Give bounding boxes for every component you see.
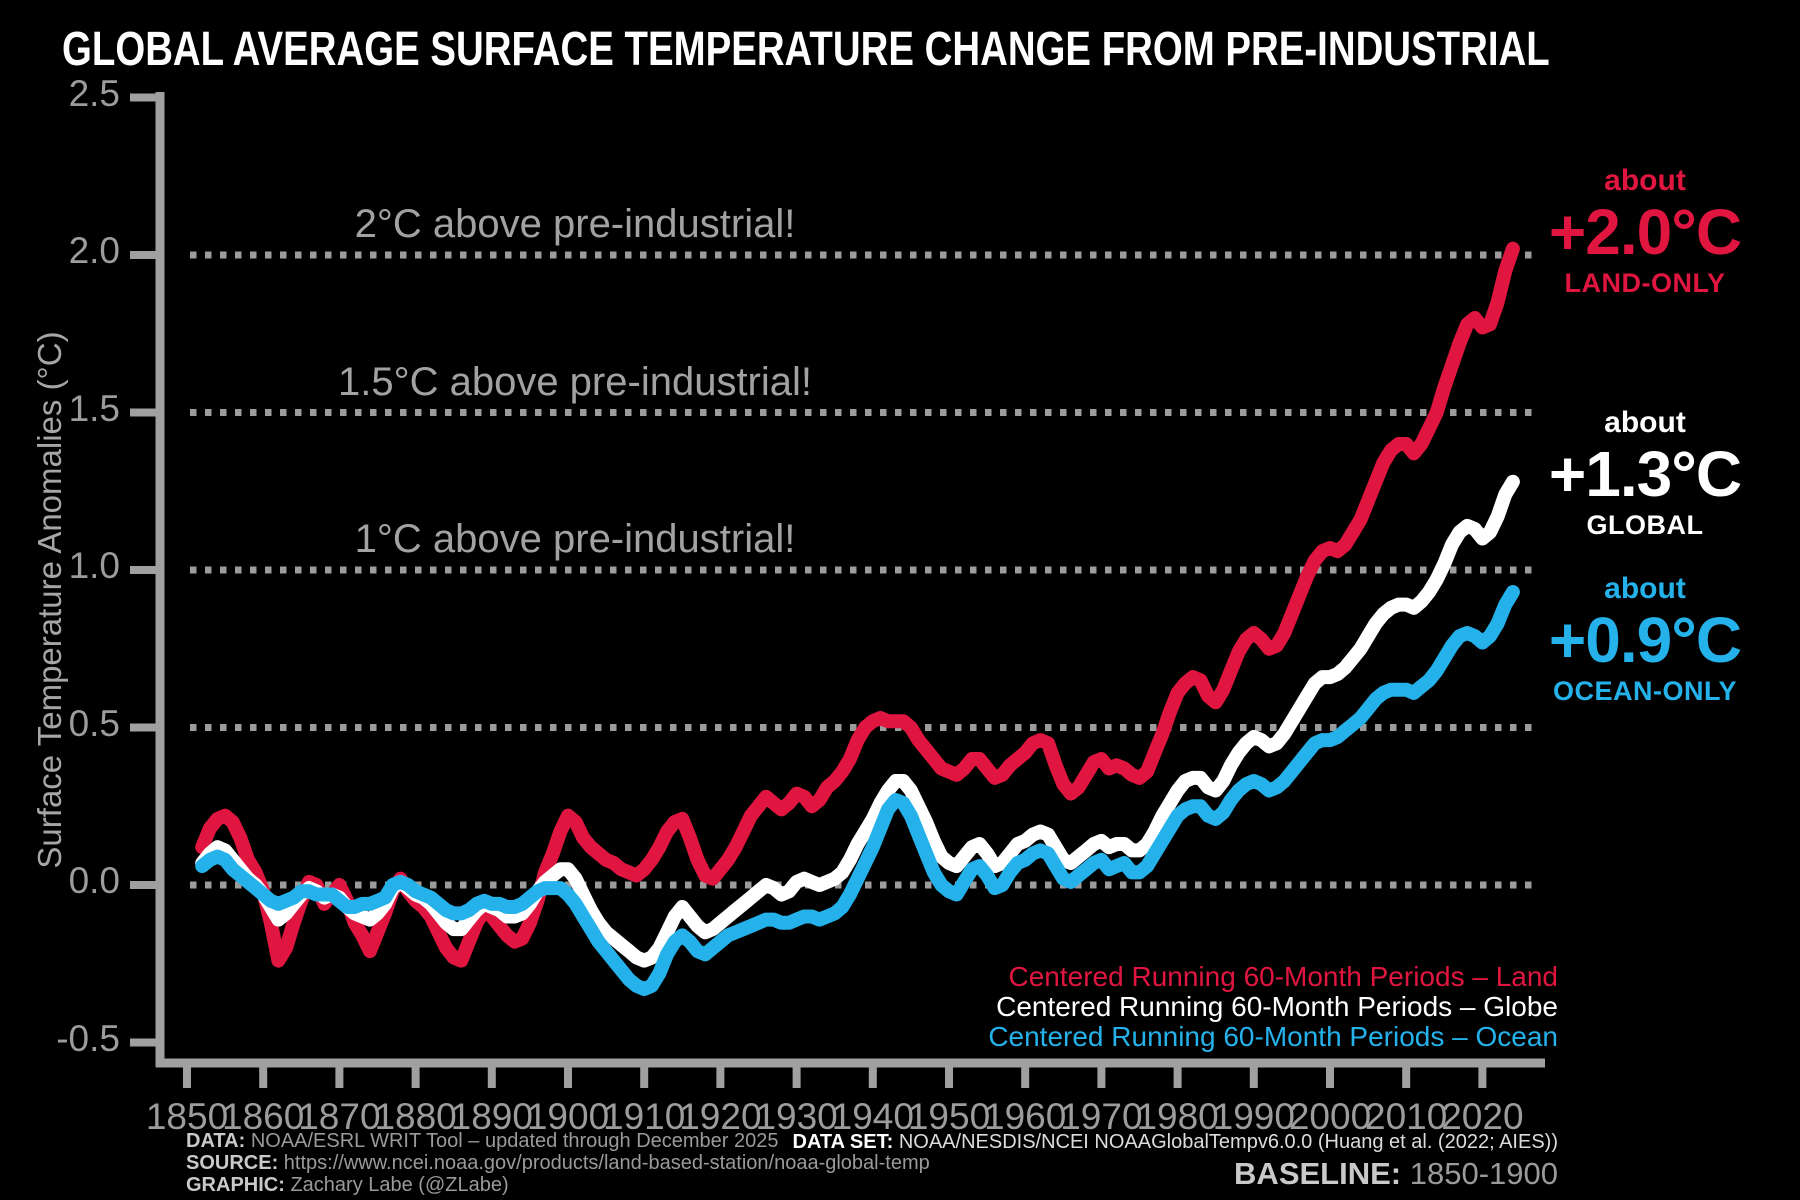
x-tick-label: 1980: [1136, 1096, 1219, 1137]
x-tick-label: 1910: [603, 1096, 686, 1137]
callout-land: about +2.0°C LAND-ONLY: [1510, 166, 1780, 297]
footer-graphic-line: GRAPHIC: Zachary Labe (@ZLabe): [186, 1174, 930, 1196]
callout-land-label: LAND-ONLY: [1564, 268, 1726, 298]
legend: Centered Running 60-Month Periods – Land…: [988, 962, 1558, 1052]
threshold-label-2c: 2°C above pre-industrial!: [354, 202, 796, 246]
x-tick-label: 1950: [907, 1096, 991, 1137]
footer-dataset-line: DATA SET: NOAA/NESDIS/NCEI NOAAGlobalTem…: [793, 1131, 1558, 1154]
footer-graphic-text: Zachary Labe (@ZLabe): [290, 1174, 509, 1196]
x-tick-label: 1880: [374, 1096, 457, 1137]
threshold-label-1c: 1°C above pre-industrial!: [354, 517, 796, 561]
callout-globe-about: about: [1604, 406, 1686, 439]
x-tick-label: 1990: [1212, 1096, 1295, 1137]
callout-ocean-label: OCEAN-ONLY: [1552, 676, 1738, 706]
callout-globe: about +1.3°C GLOBAL: [1510, 408, 1780, 539]
page-title: GLOBAL AVERAGE SURFACE TEMPERATURE CHANG…: [62, 23, 1550, 76]
callout-ocean: about +0.9°C OCEAN-ONLY: [1510, 574, 1780, 705]
x-tick-label: 2000: [1288, 1096, 1372, 1137]
x-tick-label: 1890: [450, 1096, 533, 1137]
footer-data-label: DATA:: [186, 1130, 246, 1152]
footer-credits: DATA: NOAA/ESRL WRIT Tool – updated thro…: [186, 1130, 930, 1196]
y-tick-label: 1.5: [68, 387, 120, 429]
x-tick-label: 1900: [526, 1096, 610, 1137]
footer-baseline-text: 1850-1900: [1409, 1156, 1558, 1191]
footer-source-label: SOURCE:: [186, 1152, 279, 1174]
y-tick-label: -0.5: [56, 1017, 120, 1059]
y-tick-label: 1.0: [68, 545, 120, 586]
footer-data-line: DATA: NOAA/ESRL WRIT Tool – updated thro…: [186, 1130, 930, 1152]
callout-globe-value: +1.3°C: [1548, 438, 1742, 510]
y-tick-label: 0.5: [68, 702, 120, 744]
threshold-label-1-5c: 1.5°C above pre-industrial!: [337, 359, 813, 404]
x-tick-label: 2020: [1441, 1096, 1524, 1137]
y-tick-label: 2.0: [68, 230, 120, 271]
footer-graphic-label: GRAPHIC:: [186, 1174, 285, 1196]
footer-baseline-line: BASELINE: 1850-1900: [1234, 1156, 1558, 1192]
legend-item-land: Centered Running 60-Month Periods – Land: [1008, 961, 1558, 992]
footer-dataset-label: DATA SET:: [792, 1131, 894, 1153]
x-tick-label: 1920: [679, 1096, 762, 1137]
footer-data-text: NOAA/ESRL WRIT Tool – updated through De…: [250, 1130, 779, 1152]
footer-source-text: https://www.ncei.noaa.gov/products/land-…: [283, 1152, 930, 1174]
footer-baseline-label: BASELINE:: [1234, 1156, 1402, 1191]
footer-dataset-text: NOAA/NESDIS/NCEI NOAAGlobalTempv6.0.0 (H…: [898, 1131, 1558, 1153]
callout-land-about: about: [1604, 164, 1686, 197]
y-tick-label: 0.0: [68, 860, 120, 901]
callout-ocean-about: about: [1604, 572, 1686, 605]
legend-item-globe: Centered Running 60-Month Periods – Glob…: [996, 991, 1558, 1022]
callout-ocean-value: +0.9°C: [1548, 604, 1742, 676]
x-tick-label: 1940: [831, 1096, 914, 1137]
legend-item-ocean: Centered Running 60-Month Periods – Ocea…: [988, 1021, 1558, 1052]
x-tick-label: 2010: [1365, 1096, 1448, 1137]
footer-source-line: SOURCE: https://www.ncei.noaa.gov/produc…: [186, 1152, 930, 1174]
x-tick-label: 1970: [1060, 1096, 1143, 1137]
y-tick-label: 2.5: [68, 72, 120, 114]
x-tick-label: 1870: [298, 1096, 381, 1137]
x-tick-label: 1960: [984, 1096, 1067, 1137]
x-tick-label: 1860: [222, 1096, 305, 1137]
x-tick-label: 1930: [755, 1096, 838, 1137]
callout-land-value: +2.0°C: [1548, 196, 1742, 268]
x-tick-label: 1850: [145, 1096, 229, 1137]
callout-globe-label: GLOBAL: [1586, 510, 1704, 540]
